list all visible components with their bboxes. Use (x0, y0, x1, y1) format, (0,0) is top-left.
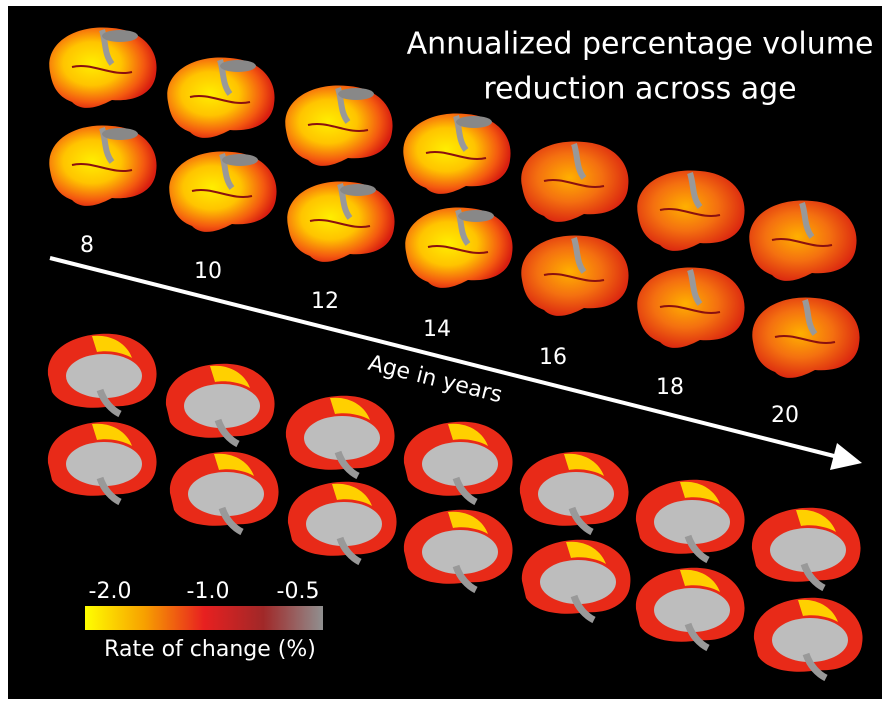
age-label: 12 (311, 289, 339, 314)
age-label: 20 (771, 403, 799, 428)
figure: Annualized percentage volume reduction a… (0, 0, 890, 707)
page: Annualized percentage volume reduction a… (0, 0, 890, 707)
colorbar-tick: -0.5 (277, 579, 320, 604)
age-label: 8 (80, 233, 94, 258)
colorbar (85, 606, 323, 630)
age-label: 16 (539, 345, 567, 370)
age-label: 14 (423, 317, 451, 342)
title-line: Annualized percentage volume (407, 27, 874, 62)
colorbar-tick: -1.0 (187, 579, 230, 604)
age-label: 18 (656, 375, 684, 400)
colorbar-label: Rate of change (%) (104, 637, 316, 662)
title-line: reduction across age (483, 72, 796, 107)
age-label: 10 (194, 259, 222, 284)
colorbar-tick: -2.0 (89, 579, 132, 604)
